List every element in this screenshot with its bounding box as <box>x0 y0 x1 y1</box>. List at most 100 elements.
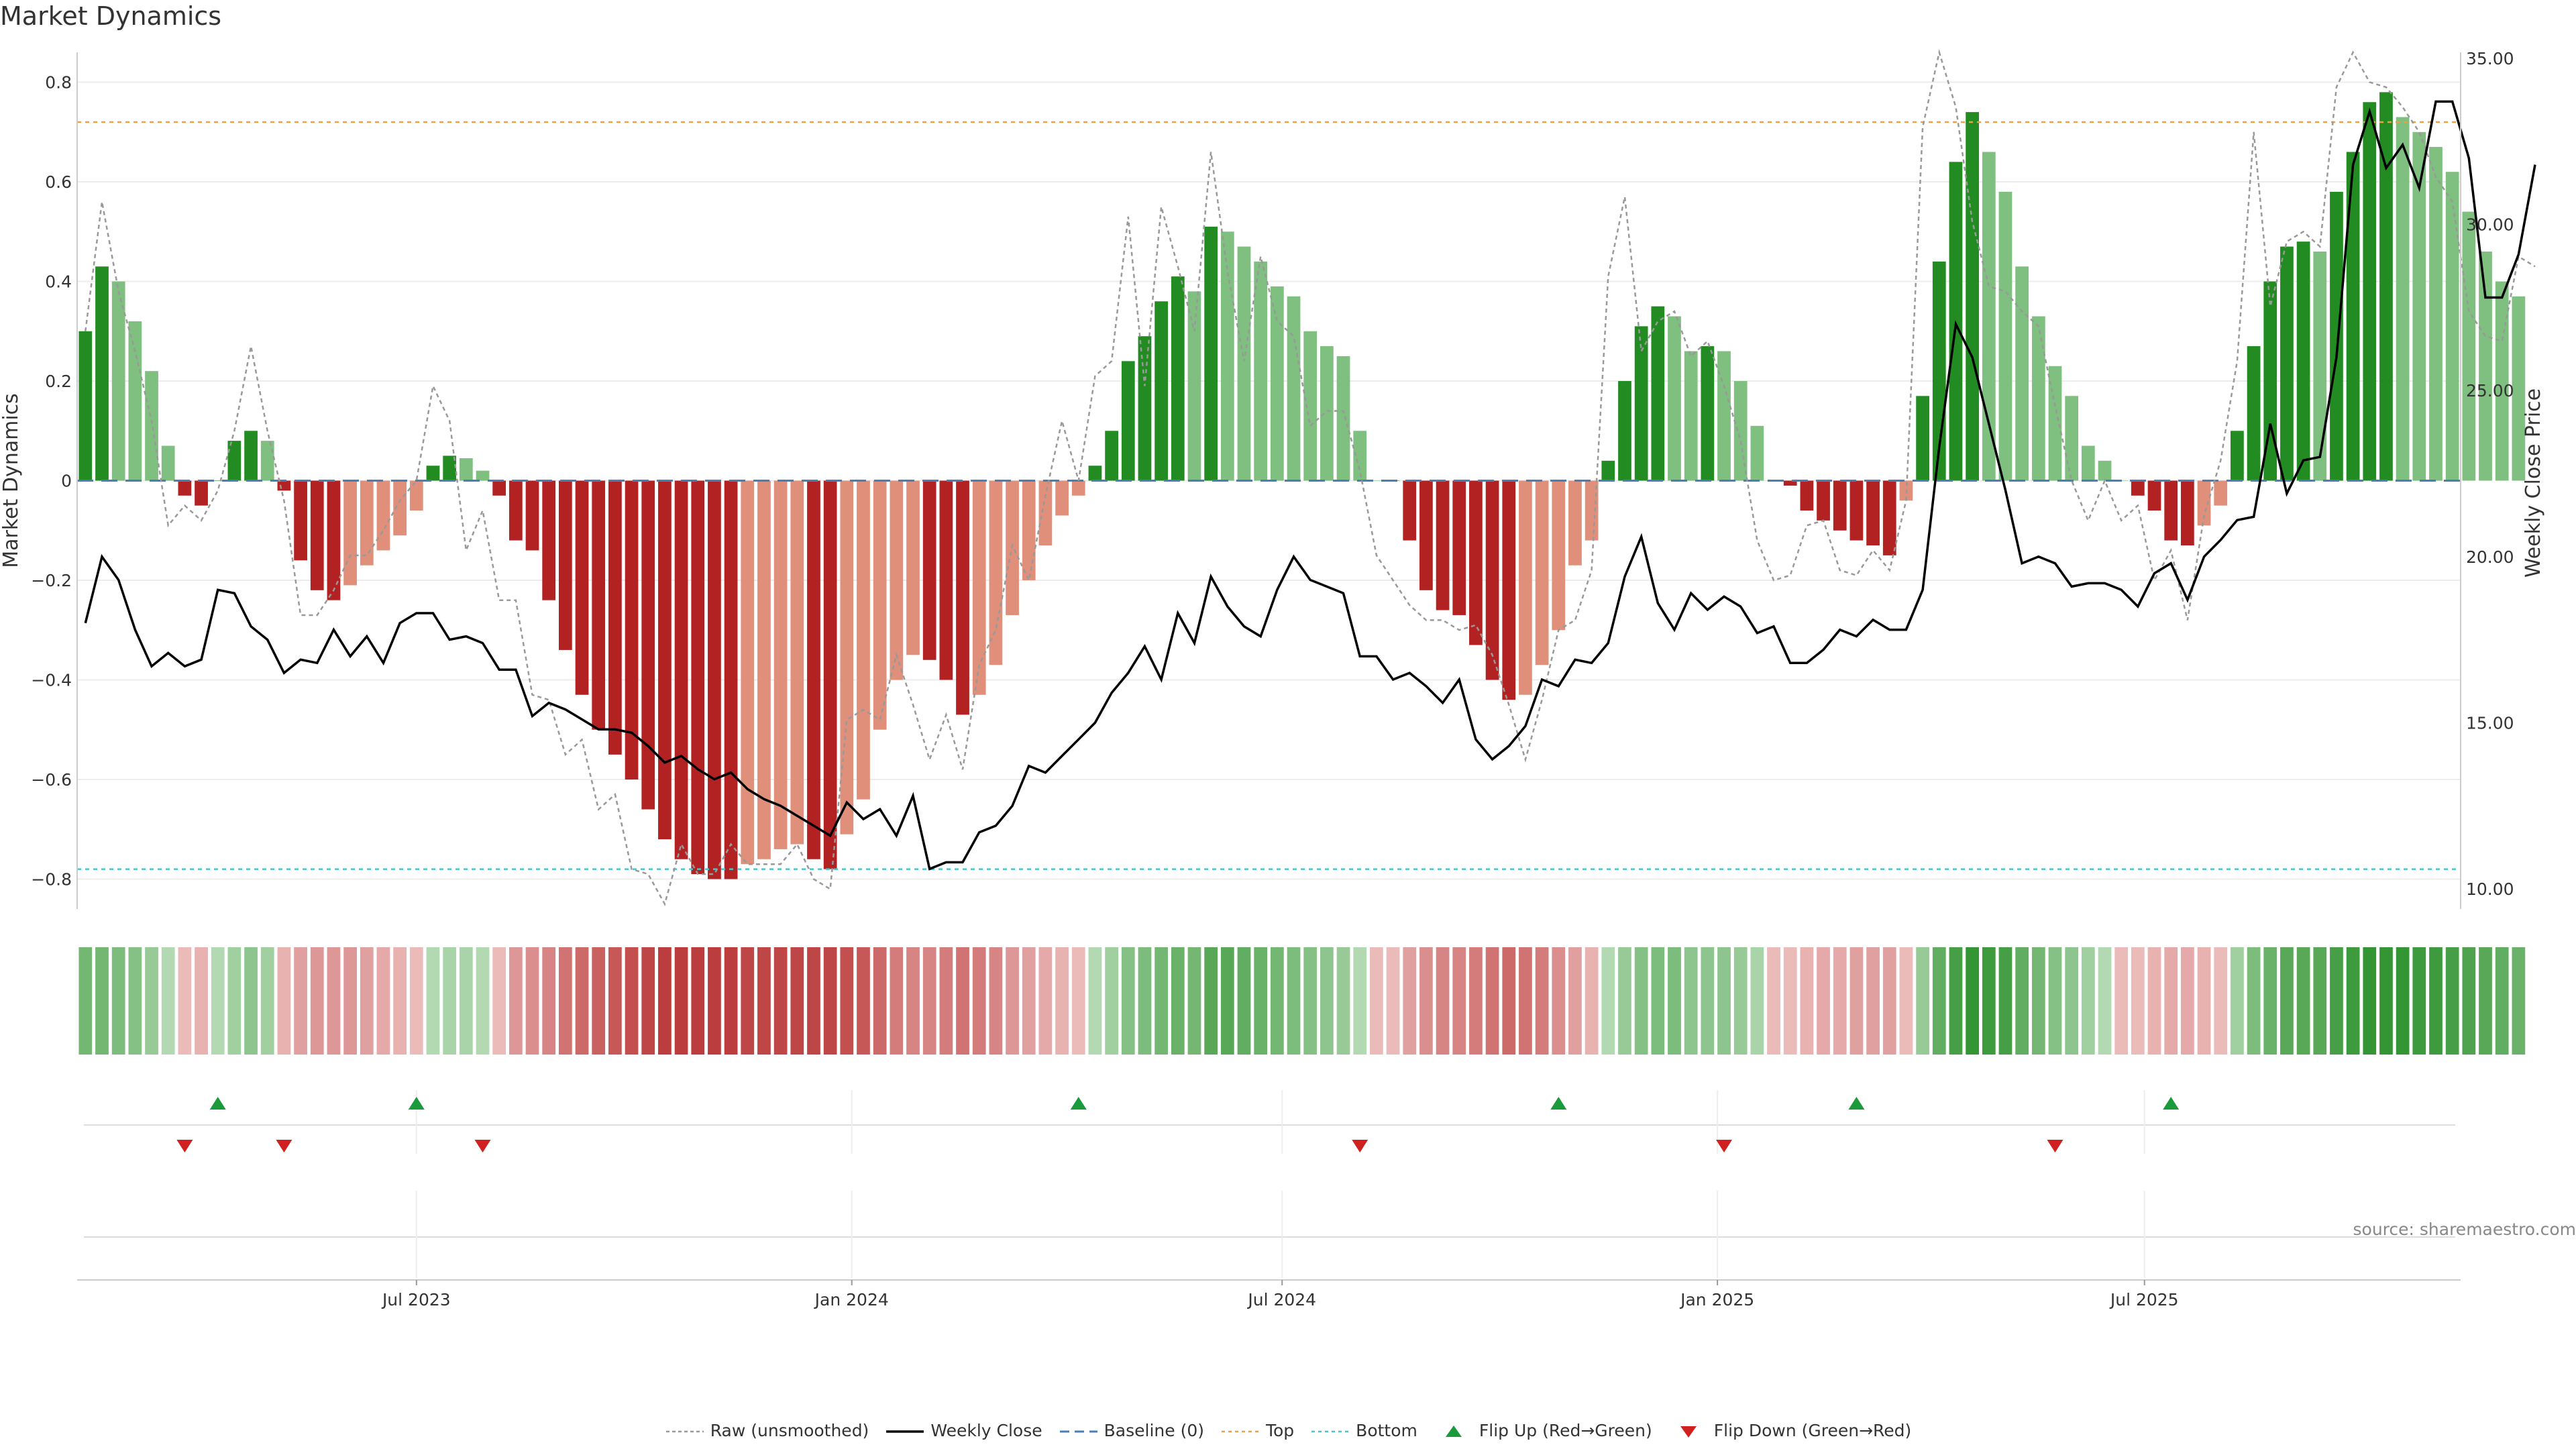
flip-up-marker <box>1070 1097 1087 1110</box>
heat-cell <box>376 947 390 1055</box>
heat-cell <box>2412 947 2426 1055</box>
momentum-bar <box>2164 480 2178 541</box>
heat-cell <box>508 947 523 1055</box>
heat-cell <box>2346 947 2360 1055</box>
momentum-bar <box>459 458 473 481</box>
heat-cell <box>1684 947 1698 1055</box>
momentum-bar <box>1882 480 1896 555</box>
heat-cell <box>2396 947 2410 1055</box>
heat-cell <box>1105 947 1118 1055</box>
heat-cell <box>1634 947 1648 1055</box>
flip-down-marker <box>2047 1140 2063 1152</box>
momentum-bar <box>906 480 920 655</box>
momentum-bar <box>2214 480 2228 506</box>
momentum-bar <box>360 480 374 566</box>
momentum-bar <box>2412 131 2426 481</box>
momentum-bar <box>227 441 241 481</box>
y-tick-label: −0.4 <box>31 670 72 690</box>
axes: 0.8 0.6 0.4 0.2 0 −0.2 −0.4 −0.6 −0.8 35.00 30.00 2… <box>0 49 2545 909</box>
flip-down-marker <box>1352 1140 1368 1152</box>
heat-cell <box>1601 947 1615 1055</box>
page-title: Market Dynamics <box>0 1 222 31</box>
legend-swatch-top <box>1221 1430 1259 1432</box>
momentum-bar <box>195 480 208 506</box>
y-tick-label: −0.8 <box>31 869 72 889</box>
momentum-bar <box>674 480 688 859</box>
heat-cell <box>724 947 738 1055</box>
momentum-bar <box>1949 162 1963 481</box>
legend-label: Flip Up (Red→Green) <box>1479 1420 1652 1440</box>
momentum-bar <box>2462 211 2476 481</box>
momentum-bar <box>1519 480 1532 695</box>
heat-cell <box>1370 947 1383 1055</box>
heat-cell <box>575 947 589 1055</box>
heat-cell <box>2181 947 2194 1055</box>
heat-cell <box>178 947 192 1055</box>
momentum-bar <box>1783 480 1797 486</box>
heat-cell <box>1138 947 1152 1055</box>
heat-cell <box>1270 947 1284 1055</box>
momentum-bar <box>691 480 705 875</box>
source-text: source: sharemaestro.com <box>2353 1220 2576 1239</box>
momentum-bar <box>922 480 936 660</box>
momentum-bar <box>2181 480 2194 546</box>
momentum-bar <box>2445 172 2459 481</box>
heat-strip <box>78 947 2526 1055</box>
heat-cell <box>426 947 440 1055</box>
heat-cell <box>790 947 804 1055</box>
flip-markers-panel <box>84 1090 2455 1278</box>
heat-cell <box>2114 947 2129 1055</box>
legend-label: Weekly Close <box>930 1420 1042 1440</box>
heat-cell <box>2445 947 2459 1055</box>
heat-cell <box>111 947 125 1055</box>
heat-cell <box>1949 947 1963 1055</box>
momentum-bar <box>476 470 490 481</box>
heat-cell <box>1187 947 1201 1055</box>
y2-tick-label: 10.00 <box>2466 879 2514 899</box>
legend-swatch-bottom <box>1311 1430 1350 1432</box>
legend-swatch-flip-up <box>1445 1425 1462 1437</box>
momentum-bar <box>757 480 771 859</box>
heat-cell <box>2379 947 2393 1055</box>
heat-cell <box>1800 947 1814 1055</box>
heat-cell <box>95 947 109 1055</box>
momentum-bar <box>2147 480 2161 511</box>
y-tick-label: 0.2 <box>45 372 72 391</box>
momentum-bar <box>443 455 457 481</box>
momentum-bar <box>1469 480 1483 645</box>
y-tick-label: −0.6 <box>31 770 72 790</box>
momentum-bar <box>1121 361 1135 481</box>
reference-lines <box>77 121 2461 870</box>
y-axis-label: Market Dynamics <box>0 393 23 568</box>
momentum-bar <box>343 480 357 586</box>
heat-cell <box>2296 947 2310 1055</box>
momentum-bar <box>1088 466 1102 481</box>
momentum-bar <box>2479 251 2492 481</box>
heat-cell <box>1833 947 1847 1055</box>
heat-cell <box>1750 947 1764 1055</box>
momentum-bar <box>260 441 274 481</box>
heat-cell <box>658 947 672 1055</box>
heat-cell <box>674 947 688 1055</box>
momentum-bar <box>1071 480 1085 496</box>
heat-cell <box>691 947 705 1055</box>
momentum-bar <box>1668 316 1681 481</box>
heat-cell <box>1552 947 1566 1055</box>
heat-cell <box>1121 947 1135 1055</box>
momentum-bar <box>1585 480 1599 541</box>
momentum-bar <box>2313 251 2327 481</box>
momentum-bar <box>1800 480 1814 511</box>
y-tick-label: 0 <box>61 472 72 491</box>
momentum-bar <box>2065 396 2079 481</box>
legend-item-close: Weekly Close <box>885 1421 1042 1440</box>
legend-item-bottom: Bottom <box>1310 1421 1417 1440</box>
heat-cell <box>956 947 969 1055</box>
heat-cell <box>2065 947 2079 1055</box>
momentum-bar <box>1055 480 1069 516</box>
heat-cell <box>1882 947 1896 1055</box>
heat-cell <box>2147 947 2161 1055</box>
heat-cell <box>294 947 307 1055</box>
momentum-bar <box>244 431 258 481</box>
heat-cell <box>409 947 423 1055</box>
momentum-bar <box>1817 480 1830 521</box>
